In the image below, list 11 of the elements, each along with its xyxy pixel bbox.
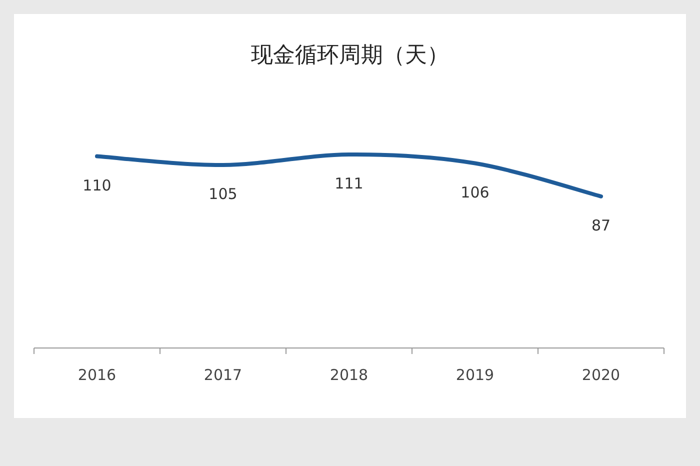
chart-title: 现金循环周期（天） xyxy=(251,43,449,68)
data-label: 87 xyxy=(591,216,611,234)
x-tick-label: 2020 xyxy=(582,366,620,384)
x-tick-label: 2016 xyxy=(78,366,116,384)
x-tick-label: 2019 xyxy=(456,366,494,384)
x-tick-label: 2017 xyxy=(204,366,242,384)
x-tick-label: 2018 xyxy=(330,366,368,384)
data-label: 106 xyxy=(460,183,490,202)
data-label: 111 xyxy=(334,174,364,193)
data-label: 110 xyxy=(82,176,112,194)
data-label: 105 xyxy=(208,185,238,204)
